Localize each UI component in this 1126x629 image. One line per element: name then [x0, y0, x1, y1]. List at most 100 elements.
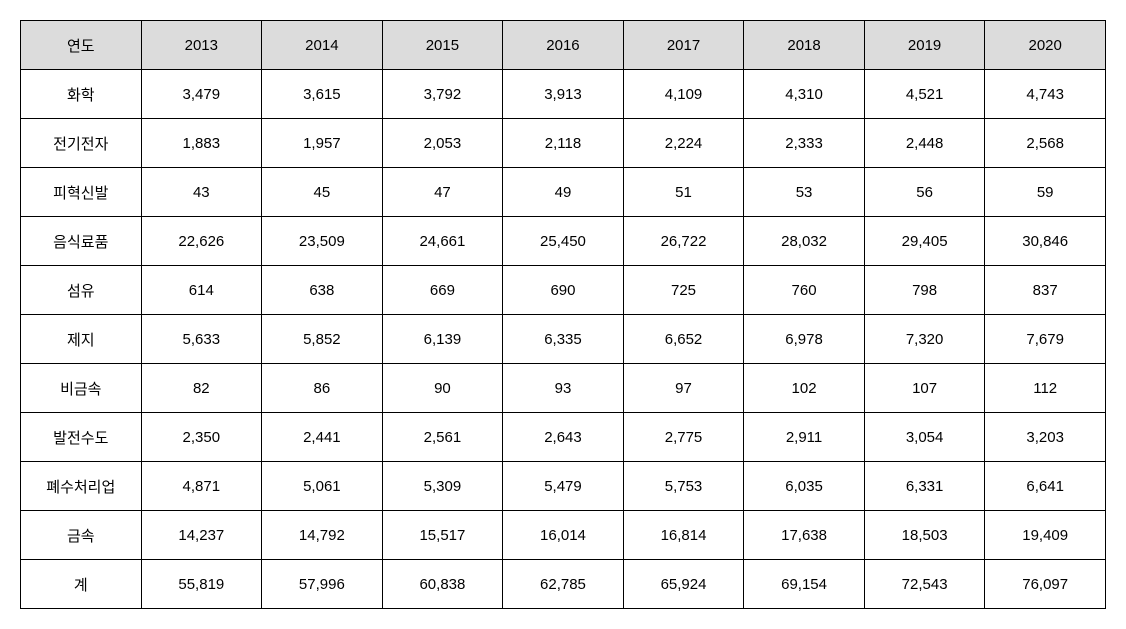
cell-value: 2,775	[623, 413, 744, 462]
cell-value: 2,350	[141, 413, 262, 462]
row-label: 음식료품	[21, 217, 142, 266]
cell-value: 16,814	[623, 511, 744, 560]
cell-value: 6,035	[744, 462, 865, 511]
cell-value: 2,118	[503, 119, 624, 168]
cell-value: 16,014	[503, 511, 624, 560]
cell-value: 55,819	[141, 560, 262, 609]
cell-value: 1,883	[141, 119, 262, 168]
year-header: 2018	[744, 21, 865, 70]
cell-value: 2,224	[623, 119, 744, 168]
cell-value: 57,996	[262, 560, 383, 609]
cell-value: 760	[744, 266, 865, 315]
table-row: 금속14,23714,79215,51716,01416,81417,63818…	[21, 511, 1106, 560]
cell-value: 3,054	[864, 413, 985, 462]
cell-value: 4,521	[864, 70, 985, 119]
year-header: 2017	[623, 21, 744, 70]
cell-value: 5,061	[262, 462, 383, 511]
cell-value: 3,203	[985, 413, 1106, 462]
cell-value: 72,543	[864, 560, 985, 609]
cell-value: 53	[744, 168, 865, 217]
cell-value: 14,237	[141, 511, 262, 560]
year-header: 2020	[985, 21, 1106, 70]
cell-value: 97	[623, 364, 744, 413]
cell-value: 6,978	[744, 315, 865, 364]
cell-value: 17,638	[744, 511, 865, 560]
cell-value: 22,626	[141, 217, 262, 266]
cell-value: 93	[503, 364, 624, 413]
cell-value: 725	[623, 266, 744, 315]
cell-value: 614	[141, 266, 262, 315]
row-label: 섬유	[21, 266, 142, 315]
table-header: 연도 2013 2014 2015 2016 2017 2018 2019 20…	[21, 21, 1106, 70]
cell-value: 6,331	[864, 462, 985, 511]
cell-value: 29,405	[864, 217, 985, 266]
cell-value: 69,154	[744, 560, 865, 609]
table-body: 화학3,4793,6153,7923,9134,1094,3104,5214,7…	[21, 70, 1106, 609]
cell-value: 43	[141, 168, 262, 217]
row-label: 폐수처리업	[21, 462, 142, 511]
cell-value: 5,753	[623, 462, 744, 511]
cell-value: 2,643	[503, 413, 624, 462]
row-label: 비금속	[21, 364, 142, 413]
row-label: 화학	[21, 70, 142, 119]
cell-value: 798	[864, 266, 985, 315]
cell-value: 49	[503, 168, 624, 217]
cell-value: 4,310	[744, 70, 865, 119]
row-label: 제지	[21, 315, 142, 364]
row-label: 발전수도	[21, 413, 142, 462]
cell-value: 30,846	[985, 217, 1106, 266]
cell-value: 47	[382, 168, 503, 217]
table-row: 음식료품22,62623,50924,66125,45026,72228,032…	[21, 217, 1106, 266]
cell-value: 3,479	[141, 70, 262, 119]
cell-value: 65,924	[623, 560, 744, 609]
year-header: 2016	[503, 21, 624, 70]
year-header: 2013	[141, 21, 262, 70]
year-header: 2019	[864, 21, 985, 70]
row-label: 계	[21, 560, 142, 609]
cell-value: 2,561	[382, 413, 503, 462]
cell-value: 3,913	[503, 70, 624, 119]
cell-value: 51	[623, 168, 744, 217]
cell-value: 4,743	[985, 70, 1106, 119]
table-row: 피혁신발4345474951535659	[21, 168, 1106, 217]
cell-value: 6,139	[382, 315, 503, 364]
cell-value: 82	[141, 364, 262, 413]
cell-value: 24,661	[382, 217, 503, 266]
cell-value: 5,309	[382, 462, 503, 511]
cell-value: 2,441	[262, 413, 383, 462]
table-row: 비금속8286909397102107112	[21, 364, 1106, 413]
cell-value: 60,838	[382, 560, 503, 609]
cell-value: 62,785	[503, 560, 624, 609]
table-row: 화학3,4793,6153,7923,9134,1094,3104,5214,7…	[21, 70, 1106, 119]
table-row: 계55,81957,99660,83862,78565,92469,15472,…	[21, 560, 1106, 609]
cell-value: 4,109	[623, 70, 744, 119]
cell-value: 2,911	[744, 413, 865, 462]
cell-value: 107	[864, 364, 985, 413]
cell-value: 4,871	[141, 462, 262, 511]
year-header: 2015	[382, 21, 503, 70]
cell-value: 6,652	[623, 315, 744, 364]
cell-value: 7,320	[864, 315, 985, 364]
row-label: 피혁신발	[21, 168, 142, 217]
year-header: 2014	[262, 21, 383, 70]
cell-value: 15,517	[382, 511, 503, 560]
cell-value: 19,409	[985, 511, 1106, 560]
table-row: 폐수처리업4,8715,0615,3095,4795,7536,0356,331…	[21, 462, 1106, 511]
cell-value: 112	[985, 364, 1106, 413]
cell-value: 5,852	[262, 315, 383, 364]
cell-value: 5,633	[141, 315, 262, 364]
table-row: 전기전자1,8831,9572,0532,1182,2242,3332,4482…	[21, 119, 1106, 168]
cell-value: 86	[262, 364, 383, 413]
cell-value: 2,333	[744, 119, 865, 168]
table-row: 제지5,6335,8526,1396,3356,6526,9787,3207,6…	[21, 315, 1106, 364]
cell-value: 56	[864, 168, 985, 217]
header-row: 연도 2013 2014 2015 2016 2017 2018 2019 20…	[21, 21, 1106, 70]
cell-value: 102	[744, 364, 865, 413]
cell-value: 18,503	[864, 511, 985, 560]
cell-value: 45	[262, 168, 383, 217]
cell-value: 6,335	[503, 315, 624, 364]
cell-value: 690	[503, 266, 624, 315]
cell-value: 638	[262, 266, 383, 315]
cell-value: 59	[985, 168, 1106, 217]
cell-value: 23,509	[262, 217, 383, 266]
